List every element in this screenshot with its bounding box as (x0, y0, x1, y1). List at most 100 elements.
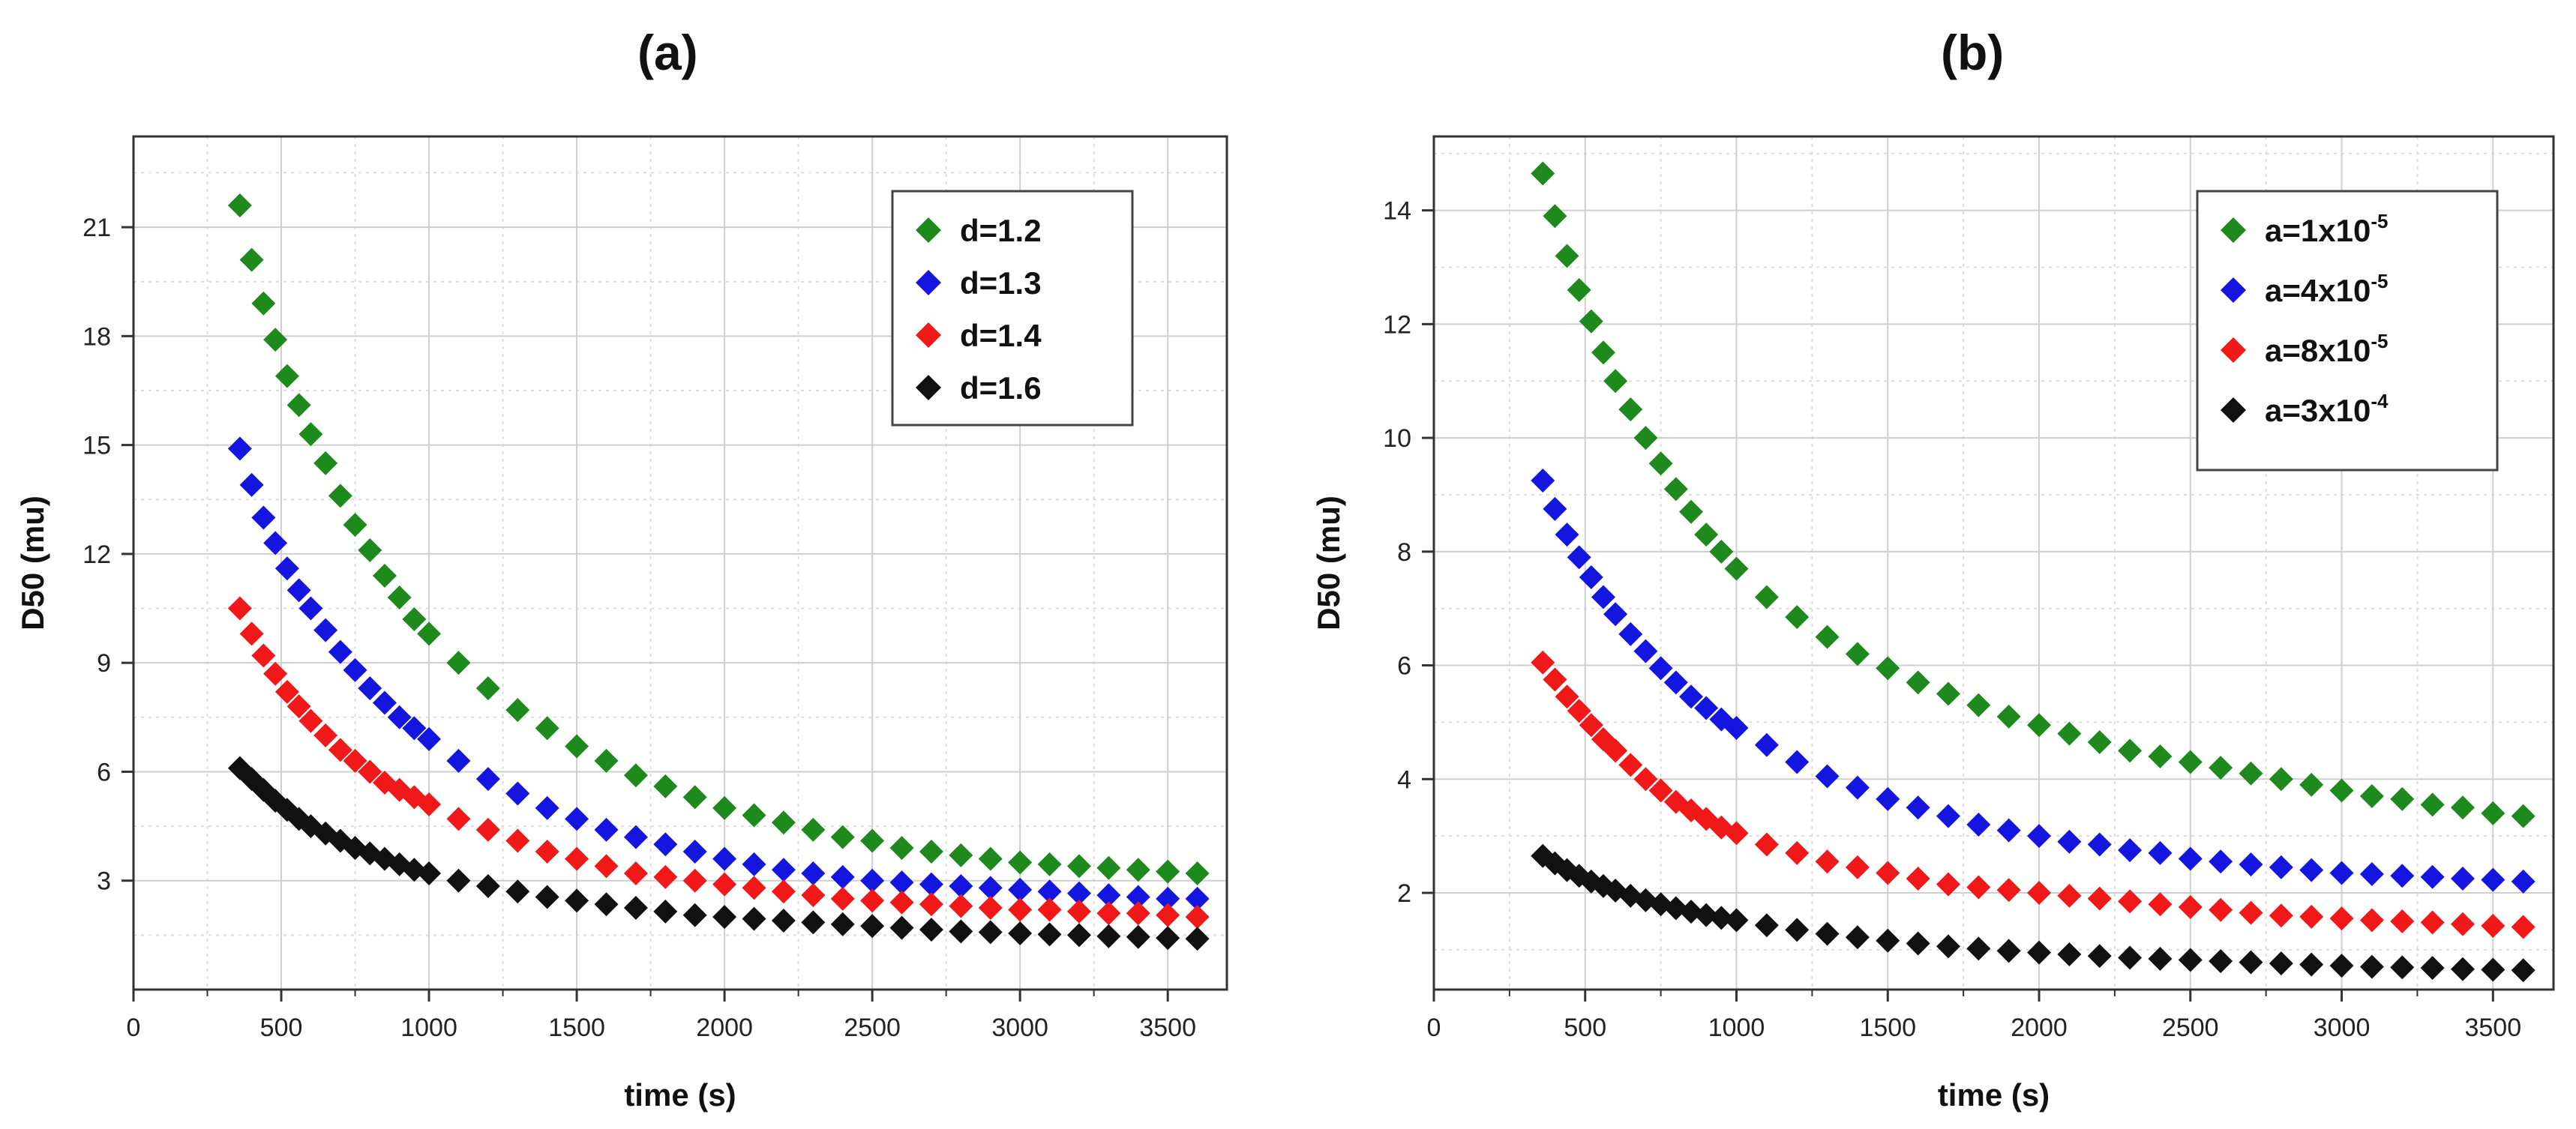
data-point (2209, 756, 2233, 780)
data-point (889, 836, 914, 861)
data-point (2178, 846, 2203, 871)
data-point (860, 914, 885, 939)
data-point (1618, 397, 1643, 422)
data-point (1845, 775, 1870, 800)
legend-label: d=1.2 (960, 213, 1042, 248)
data-point (2420, 910, 2445, 935)
data-point (801, 817, 826, 842)
data-point (2450, 867, 2475, 891)
data-point (1603, 878, 1628, 903)
data-point (446, 807, 471, 831)
y-tick-label: 2 (1397, 879, 1411, 908)
data-point (830, 825, 855, 849)
data-point (251, 291, 276, 316)
y-tick-label: 9 (97, 649, 111, 678)
data-point (2209, 849, 2233, 874)
x-tick-label: 3500 (2464, 1014, 2521, 1042)
data-point (2027, 881, 2052, 906)
x-tick-label: 1000 (400, 1014, 457, 1042)
data-point (1936, 934, 1960, 959)
y-tick-label: 10 (1383, 424, 1411, 453)
data-point (1709, 906, 1734, 930)
legend-marker (2221, 337, 2246, 363)
data-point (328, 484, 352, 508)
data-point (2148, 744, 2173, 768)
data-point (1906, 931, 1930, 956)
data-point (2118, 838, 2143, 863)
data-point (1126, 885, 1150, 909)
data-point (274, 556, 299, 581)
data-point (2269, 767, 2293, 792)
x-tick-label: 2500 (2162, 1014, 2219, 1042)
y-tick-label: 18 (82, 322, 111, 351)
data-point (1603, 738, 1628, 763)
data-point (1709, 707, 1734, 732)
data-point (2148, 947, 2173, 972)
y-tick-label: 14 (1383, 197, 1411, 226)
data-point (263, 661, 288, 686)
data-point (1096, 924, 1121, 948)
data-point (1618, 621, 1643, 646)
data-point (1567, 277, 1591, 302)
data-point (505, 781, 530, 806)
data-point (2450, 795, 2475, 820)
y-tick-label: 12 (1383, 310, 1411, 339)
axis-ticks: 0 500 1000 1500 2000 2500 3000 3500 3 6 9 12 15 18 21 (82, 214, 1196, 1042)
data-point (919, 892, 943, 917)
data-point (1785, 918, 1810, 942)
data-point (328, 639, 352, 664)
data-point (1906, 867, 1930, 891)
data-point (2359, 954, 2384, 979)
data-point (1876, 656, 1900, 681)
data-point (2420, 956, 2445, 981)
data-point (2481, 801, 2506, 825)
data-point (2057, 942, 2082, 966)
data-point (1996, 818, 2021, 843)
data-point (1126, 924, 1150, 949)
data-point (623, 825, 648, 849)
data-point (712, 905, 737, 930)
data-point (1724, 556, 1749, 581)
data-point (358, 759, 382, 784)
data-point (2511, 958, 2536, 983)
series-3 (227, 596, 1210, 930)
data-point (1531, 843, 1555, 868)
data-point (1185, 886, 1210, 911)
data-point (274, 364, 299, 388)
data-point (1037, 852, 1062, 876)
data-point (1008, 877, 1033, 902)
data-point (1694, 696, 1719, 720)
data-point (2359, 861, 2384, 886)
data-point (1966, 936, 1991, 961)
data-point (1966, 693, 1991, 717)
data-point (1996, 939, 2021, 963)
data-point (1579, 713, 1603, 738)
data-point (1694, 523, 1719, 547)
x-tick-label: 0 (127, 1014, 141, 1042)
x-tick-label: 3500 (1139, 1014, 1196, 1042)
data-point (978, 876, 1003, 900)
data-point (565, 846, 589, 871)
data-point (1531, 650, 1555, 675)
y-tick-label: 12 (82, 541, 111, 569)
data-point (2057, 721, 2082, 746)
legend-exponent: -5 (2371, 330, 2388, 352)
data-point (2299, 772, 2324, 797)
legend-label: a=3x10-4 (2265, 390, 2389, 428)
data-point (2239, 900, 2263, 925)
data-point (313, 451, 338, 475)
data-point (2118, 945, 2143, 970)
data-point (771, 858, 796, 882)
data-point (2209, 949, 2233, 974)
data-point (402, 607, 427, 632)
data-point (742, 906, 766, 931)
data-point (298, 596, 323, 621)
data-point (2299, 904, 2324, 929)
data-point (358, 676, 382, 701)
data-point (313, 723, 338, 748)
legend-marker (2221, 397, 2246, 423)
data-point (475, 767, 500, 792)
data-point (889, 870, 914, 895)
series-4 (1531, 843, 2536, 983)
data-point (2057, 829, 2082, 854)
